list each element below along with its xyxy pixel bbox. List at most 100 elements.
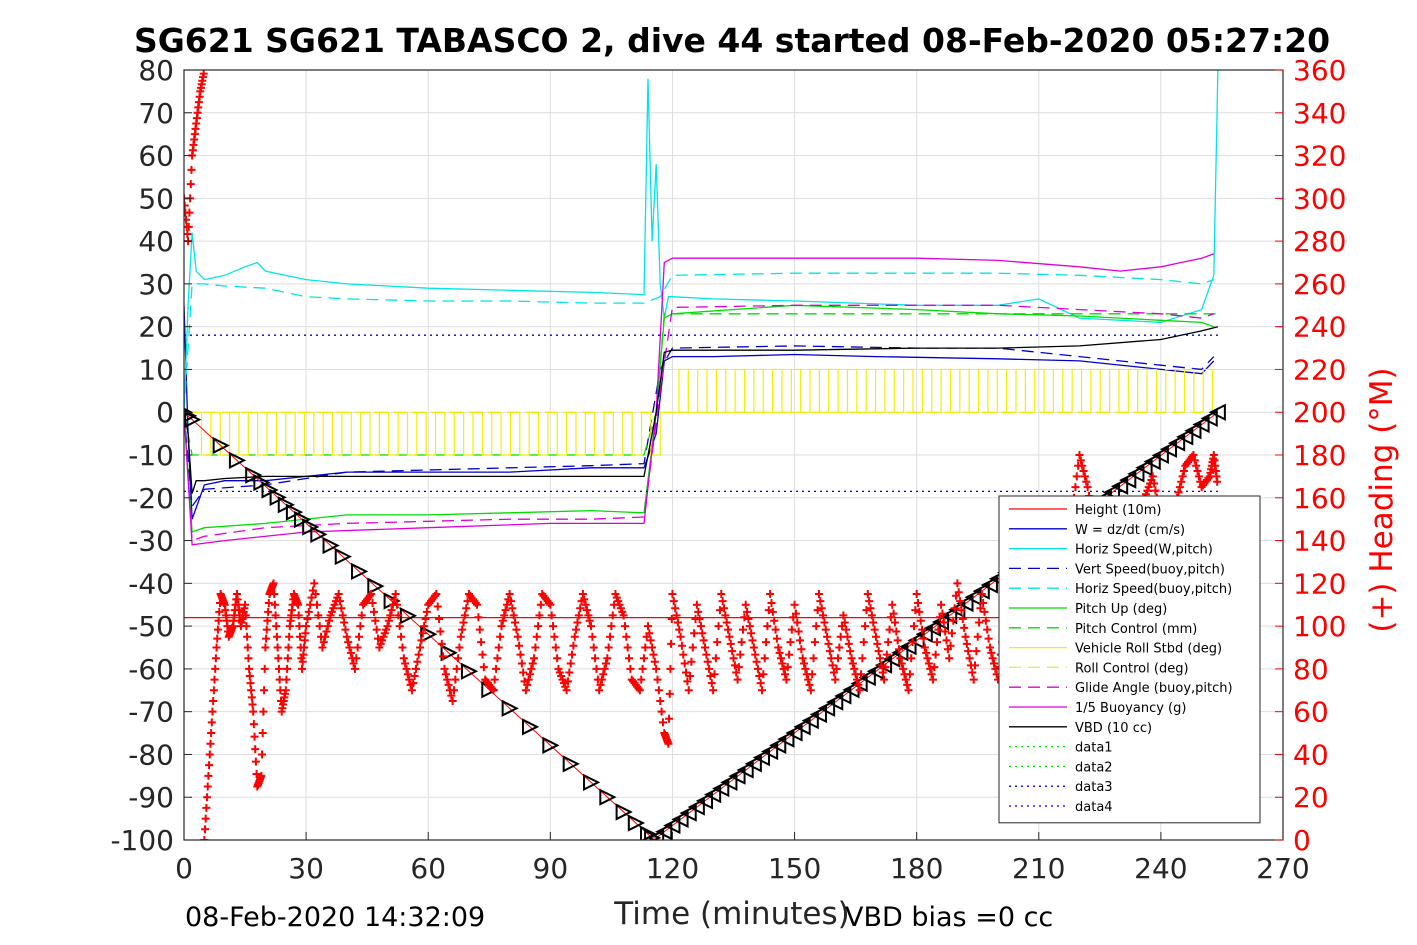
heading-marker: [517, 659, 526, 668]
heading-marker: [823, 632, 832, 641]
depth-marker: [980, 576, 998, 594]
depth-marker: [310, 525, 328, 543]
heading-marker: [899, 664, 908, 673]
heading-marker: [715, 606, 724, 615]
heading-marker: [819, 611, 828, 620]
depth-marker: [277, 496, 295, 514]
series-line: [184, 305, 1215, 520]
heading-marker: [206, 739, 215, 748]
heading-marker: [749, 643, 758, 652]
heading-marker: [323, 622, 332, 631]
y-tick-label: -80: [128, 738, 174, 771]
heading-marker: [595, 686, 604, 695]
heading-marker: [942, 636, 951, 645]
legend-entry: W = dz/dt (cm/s): [1075, 523, 1185, 538]
heading-marker: [874, 647, 883, 656]
heading-marker: [740, 613, 749, 622]
y-tick-label: -40: [128, 567, 174, 600]
depth-marker: [858, 668, 876, 687]
heading-marker: [210, 675, 219, 684]
heading-marker: [454, 654, 463, 663]
heading-marker: [585, 616, 594, 625]
heading-marker: [848, 659, 857, 668]
heading-marker: [843, 632, 852, 641]
heading-marker: [988, 654, 997, 663]
heading-marker: [298, 664, 307, 673]
depth-marker: [1200, 409, 1218, 428]
heading-marker: [915, 607, 924, 616]
heading-marker: [300, 643, 309, 652]
heading-marker: [987, 648, 996, 657]
heading-marker: [519, 668, 528, 677]
heading-marker: [443, 675, 452, 684]
heading-marker: [293, 600, 302, 609]
heading-marker: [812, 622, 821, 631]
heading-marker: [569, 641, 578, 650]
heading-marker: [919, 634, 928, 643]
heading-marker: [722, 618, 731, 627]
heading-marker: [844, 639, 853, 648]
y-tick-label: 0: [156, 396, 174, 429]
heading-marker: [207, 729, 216, 738]
y-tick-label: -60: [128, 653, 174, 686]
heading-marker: [390, 595, 399, 604]
heading-marker: [269, 579, 278, 588]
heading-marker: [242, 622, 251, 631]
x-tick-label: 150: [768, 852, 821, 885]
heading-marker: [368, 598, 377, 607]
heading-marker: [711, 654, 720, 663]
heading-marker: [422, 607, 431, 616]
heading-marker: [859, 638, 868, 647]
heading-marker: [367, 590, 376, 599]
heading-marker: [473, 600, 482, 609]
heading-marker: [709, 686, 718, 695]
y-tick-label: -30: [128, 525, 174, 558]
heading-marker: [817, 604, 826, 613]
x-tick-label: 30: [288, 852, 324, 885]
heading-marker: [862, 606, 871, 615]
heading-marker: [687, 657, 696, 666]
heading-marker: [306, 600, 315, 609]
right-y-tick-label: 80: [1293, 653, 1329, 686]
heading-marker: [626, 664, 635, 673]
depth-marker: [245, 466, 263, 484]
heading-marker: [806, 686, 815, 695]
heading-marker: [374, 634, 383, 643]
depth-marker: [1151, 446, 1169, 465]
heading-marker: [954, 588, 963, 597]
heading-marker: [1190, 456, 1199, 465]
heading-marker: [247, 693, 256, 702]
heading-marker: [547, 611, 556, 620]
depth-marker: [801, 712, 819, 730]
heading-marker: [695, 614, 704, 623]
depth-marker: [793, 718, 811, 736]
heading-marker: [1151, 486, 1160, 495]
heading-marker: [984, 634, 993, 643]
heading-marker: [696, 622, 705, 631]
heading-marker: [808, 670, 817, 679]
heading-marker: [831, 675, 840, 684]
heading-marker: [259, 707, 268, 716]
heading-marker: [1148, 472, 1157, 481]
heading-marker: [755, 672, 764, 681]
depth-marker: [322, 536, 340, 555]
heading-marker: [893, 636, 902, 645]
heading-marker: [608, 611, 617, 620]
heading-marker: [772, 634, 781, 643]
heading-marker: [581, 600, 590, 609]
heading-marker: [506, 597, 515, 606]
plot-area: 0 30 60 90 120 150 180 210 240 270-100-90-80-70-6…: [110, 54, 1346, 885]
depth-marker: [646, 829, 665, 840]
right-y-tick-label: 120: [1293, 567, 1346, 600]
heading-marker: [828, 661, 837, 670]
heading-marker: [355, 632, 364, 641]
heading-marker: [922, 648, 931, 657]
heading-marker: [463, 597, 472, 606]
heading-marker: [565, 668, 574, 677]
heading-marker: [536, 600, 545, 609]
right-y-tick-label: 340: [1293, 97, 1346, 130]
legend-entry: Horiz Speed(buoy,pitch): [1075, 582, 1232, 597]
heading-marker: [448, 696, 457, 705]
legend-entry: data3: [1075, 780, 1113, 795]
heading-marker: [249, 720, 258, 729]
